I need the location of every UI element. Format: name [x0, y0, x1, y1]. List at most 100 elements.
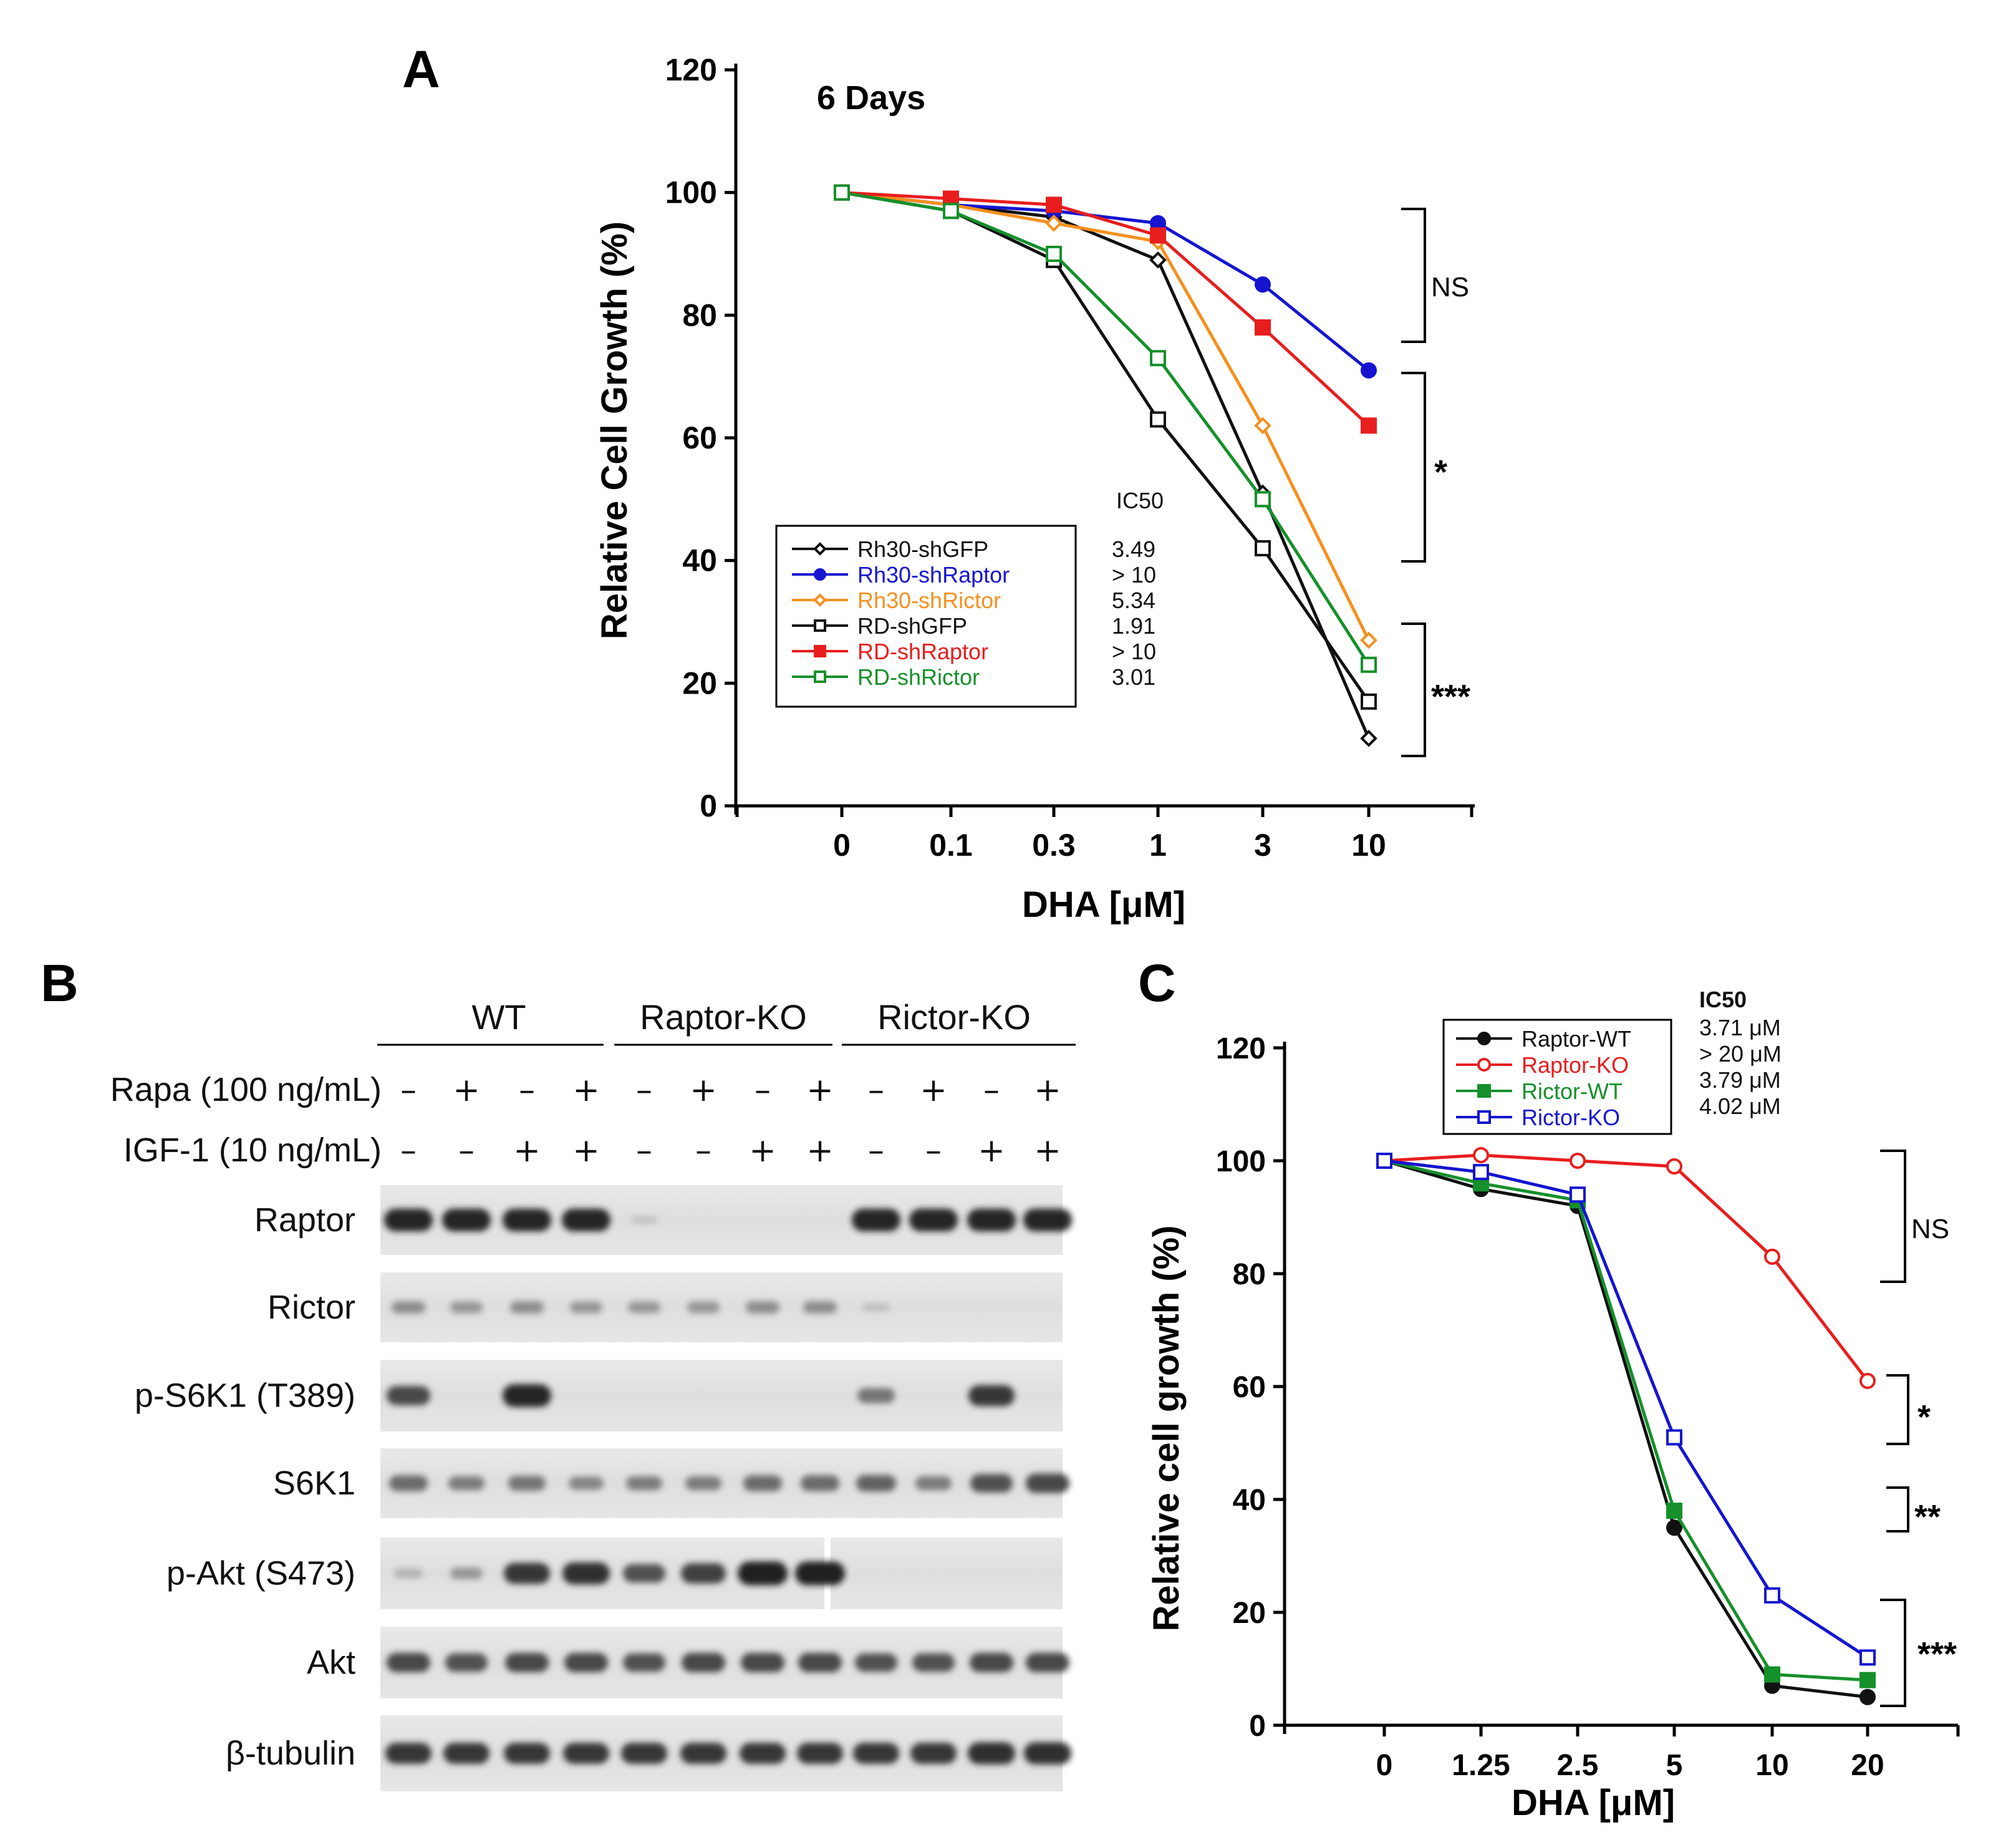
chart-a-ytick-label: 100 [665, 175, 717, 210]
chart-c-xtick-label: 5 [1666, 1749, 1683, 1782]
chart-a-legend-marker [813, 593, 827, 607]
blot-band [442, 1208, 491, 1232]
chart-c-series-line [1384, 1159, 1868, 1699]
chart-a-legend-label: Rh30-shGFP [857, 536, 988, 562]
chart-a-data-point [1255, 276, 1271, 293]
blot-band [448, 1476, 485, 1491]
chart-c: Relative cell growth (%) DHA [μM] 0 20 40 6… [1146, 987, 1960, 1823]
chart-a-data-point [943, 203, 959, 220]
chart-a-data-point [1046, 246, 1062, 262]
blot-group-wt: WT [471, 997, 526, 1037]
chart-a-ic50-header: IC50 [1116, 488, 1164, 513]
blot-band [682, 1653, 725, 1672]
chart-a-xtick-label: 0.3 [1032, 828, 1076, 863]
blot-row-label: Akt [307, 1644, 355, 1682]
chart-a-data-point [1361, 362, 1377, 379]
chart-a-bracket-star [1401, 372, 1426, 563]
blot-treatment-sign: – [636, 1132, 652, 1169]
blot-band [685, 1476, 721, 1491]
blot-band [740, 1743, 786, 1764]
blot-band [564, 1653, 608, 1672]
blot-band [562, 1562, 610, 1585]
blot-band [570, 1301, 602, 1314]
blot-treatment-sign: + [806, 1072, 834, 1109]
chart-c-ytick-label: 80 [1233, 1258, 1266, 1291]
blot-treatment-sign: + [920, 1072, 947, 1109]
blot-membrane [380, 1360, 1063, 1431]
blot-band [394, 1569, 423, 1578]
blot-treatment-sign: – [519, 1072, 535, 1109]
chart-a-series-line [841, 191, 1370, 427]
blot-treatment-sign: – [400, 1072, 417, 1109]
blot-treatment-sign: + [513, 1132, 541, 1169]
panel-b-letter: B [41, 954, 79, 1012]
chart-a: 6 Days Relative Cell Growth (%) DHA [μM]… [594, 52, 1475, 925]
chart-a-sig-ns: NS [1431, 272, 1469, 303]
blot-row-label: Raptor [254, 1201, 355, 1239]
blot-treatment-sign: + [690, 1072, 717, 1109]
chart-a-xtick-label: 3 [1254, 828, 1271, 863]
chart-c-xtick-label: 2.5 [1557, 1749, 1599, 1782]
blot-band [803, 1301, 837, 1314]
blot-band [445, 1653, 488, 1672]
blot-treatment-sign: – [983, 1072, 1000, 1109]
chart-c-legend-marker [1477, 1084, 1491, 1098]
chart-c-sig-2star: ** [1914, 1498, 1941, 1536]
blot-treatment-sign: – [636, 1072, 652, 1109]
blot-treatment-sign: – [400, 1132, 417, 1169]
blot-band [968, 1742, 1015, 1765]
chart-c-data-point [1859, 1688, 1876, 1705]
chart-a-xtick-label: 1 [1149, 828, 1167, 863]
blot-treatment-sign: – [695, 1132, 711, 1169]
blot-group-raptor-ko: Raptor-KO [640, 997, 807, 1037]
blot-treatment-sign: – [755, 1072, 771, 1109]
blot-band [1024, 1742, 1071, 1765]
blot-band [623, 1653, 665, 1672]
chart-a-data-point [1254, 417, 1271, 435]
chart-c-data-point [1570, 1153, 1586, 1169]
chart-c-xtick-label: 20 [1851, 1749, 1884, 1782]
chart-a-data-point [1255, 540, 1271, 556]
blot-band [387, 1386, 430, 1405]
chart-a-data-point [834, 184, 850, 201]
chart-a-ytick-label: 120 [665, 52, 717, 87]
blot-band [795, 1561, 845, 1586]
blot-band [862, 1303, 890, 1312]
blot-band [508, 1476, 546, 1491]
blot-band [855, 1653, 897, 1672]
chart-c-bracket-ns [1880, 1150, 1906, 1283]
chart-c-data-point [1764, 1248, 1780, 1265]
chart-a-data-point [1361, 693, 1377, 710]
blot-row-akt: Akt [307, 1627, 1069, 1698]
chart-a-series-line [841, 191, 1371, 641]
chart-a-legend-label: Rh30-shRictor [857, 588, 1001, 613]
chart-c-data-point [1666, 1519, 1682, 1536]
chart-c-ylabel: Relative cell growth (%) [1146, 1225, 1187, 1631]
chart-a-legend-label: RD-shRictor [857, 664, 980, 690]
chart-a-legend-label: RD-shRaptor [857, 639, 988, 664]
chart-c-legend-marker [1477, 1110, 1491, 1124]
chart-a-data-point [1150, 350, 1166, 367]
blot-band [389, 1475, 428, 1491]
chart-c-xtick-label: 1.25 [1452, 1749, 1510, 1782]
blot-treatment-igf1-label: IGF-1 (10 ng/mL) [123, 1131, 382, 1169]
chart-a-data-point [1361, 656, 1377, 673]
blot-band [387, 1653, 430, 1672]
chart-a-ic50-value: > 10 [1112, 562, 1156, 588]
chart-a-bracket-ns [1401, 208, 1426, 343]
blot-band [970, 1474, 1013, 1493]
chart-c-data-point [1859, 1672, 1876, 1688]
chart-a-legend-marker [813, 542, 827, 556]
blot-treatment-sign: + [749, 1132, 776, 1169]
chart-c-data-point [1859, 1649, 1876, 1666]
blot-treatment-sign: + [806, 1132, 834, 1169]
chart-a-legend-label: Rh30-shRaptor [857, 562, 1010, 588]
blot-treatment-signs: – + – + – + – + – + – +– – + + – – + + – – + + [400, 1072, 1061, 1169]
chart-c-series-rictor-wt [1376, 1153, 1876, 1688]
blot-band [909, 1208, 958, 1232]
chart-a-ic50-value: 1.91 [1112, 613, 1155, 639]
blot-treatment-sign: + [1034, 1132, 1061, 1169]
blot-treatment-sign: + [572, 1132, 600, 1169]
blot-band [443, 1743, 490, 1764]
